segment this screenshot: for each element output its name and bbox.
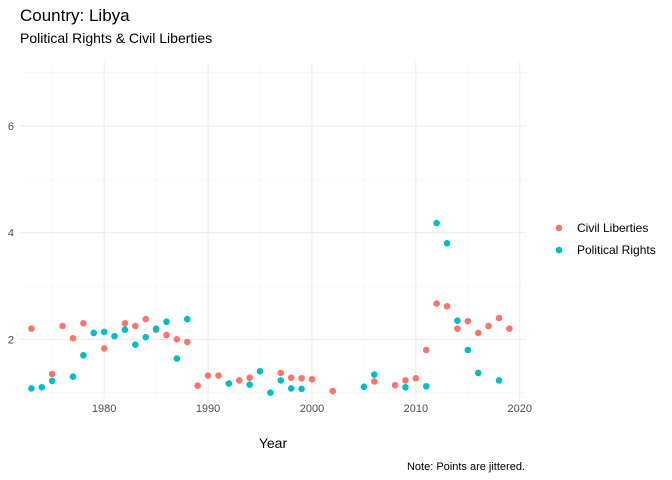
point-political-rights [256, 368, 264, 375]
point-political-rights [371, 371, 378, 378]
point-political-rights [132, 341, 139, 348]
point-civil-liberties [298, 374, 305, 382]
chart-title: Country: Libya [20, 6, 130, 25]
point-political-rights [495, 377, 503, 384]
legend-label: Political Rights [577, 243, 656, 257]
point-civil-liberties [246, 374, 253, 382]
x-tick-label: 2020 [508, 403, 532, 415]
legend-key-political-rights [555, 246, 563, 254]
chart-subtitle: Political Rights & Civil Liberties [20, 30, 212, 46]
point-political-rights [80, 352, 87, 359]
point-civil-liberties [287, 374, 295, 382]
point-political-rights [163, 318, 170, 326]
point-political-rights [454, 317, 461, 324]
point-civil-liberties [204, 372, 212, 379]
point-political-rights [402, 384, 409, 391]
point-civil-liberties [371, 378, 378, 385]
point-political-rights [121, 326, 129, 334]
point-civil-liberties [485, 322, 492, 330]
point-civil-liberties [59, 322, 66, 330]
point-civil-liberties [474, 329, 482, 337]
point-political-rights [69, 373, 77, 380]
point-political-rights [173, 355, 181, 362]
point-political-rights [28, 385, 35, 392]
point-political-rights [267, 389, 274, 396]
point-political-rights [298, 385, 305, 393]
point-civil-liberties [173, 336, 181, 343]
point-civil-liberties [48, 370, 56, 378]
y-tick-label: 6 [8, 121, 14, 133]
point-political-rights [422, 382, 430, 390]
point-civil-liberties [28, 325, 35, 332]
point-political-rights [111, 332, 118, 340]
point-political-rights [38, 384, 46, 391]
chart-caption: Note: Points are jittered. [407, 461, 525, 473]
point-civil-liberties [391, 381, 399, 389]
x-tick-label: 1990 [196, 403, 220, 415]
point-civil-liberties [183, 338, 191, 346]
x-tick-label: 2010 [404, 403, 428, 415]
point-civil-liberties [454, 325, 461, 332]
point-political-rights [474, 369, 482, 377]
point-political-rights [152, 325, 160, 332]
y-tick-label: 2 [8, 334, 14, 346]
point-civil-liberties [194, 382, 201, 390]
point-civil-liberties [215, 372, 222, 379]
point-civil-liberties [69, 334, 77, 342]
point-civil-liberties [80, 320, 87, 327]
x-tick-label: 2000 [300, 403, 324, 415]
point-political-rights [246, 381, 253, 388]
legend-key-civil-liberties [555, 224, 563, 232]
point-political-rights [433, 219, 440, 227]
legend: Civil Liberties Political Rights [555, 221, 656, 257]
point-political-rights [90, 329, 98, 337]
point-civil-liberties [329, 387, 337, 395]
point-political-rights [287, 385, 295, 392]
point-political-rights [360, 383, 368, 391]
y-tick-label: 4 [8, 228, 14, 240]
plot-panel: 1980 1990 2000 2010 2020 2 4 6 [8, 62, 532, 415]
point-civil-liberties [163, 331, 170, 339]
point-political-rights [443, 240, 451, 247]
point-political-rights [48, 377, 56, 385]
point-civil-liberties [121, 320, 129, 327]
point-civil-liberties [443, 302, 451, 310]
point-civil-liberties [495, 314, 503, 322]
point-civil-liberties [422, 346, 430, 354]
point-civil-liberties [402, 377, 409, 384]
point-political-rights [142, 333, 150, 341]
point-civil-liberties [142, 315, 150, 323]
point-civil-liberties [412, 374, 420, 382]
point-political-rights [183, 315, 191, 323]
point-civil-liberties [464, 317, 472, 325]
point-civil-liberties [433, 300, 440, 307]
legend-label: Civil Liberties [577, 221, 648, 235]
point-civil-liberties [277, 369, 285, 377]
point-political-rights [464, 346, 472, 354]
point-civil-liberties [235, 377, 243, 384]
x-tick-label: 1980 [92, 403, 116, 415]
point-civil-liberties [506, 325, 513, 332]
x-axis-label: Year [259, 435, 288, 451]
point-civil-liberties [308, 376, 316, 383]
point-political-rights [225, 380, 233, 387]
point-political-rights [100, 328, 108, 336]
point-political-rights [277, 377, 285, 384]
point-civil-liberties [100, 345, 108, 352]
point-civil-liberties [132, 322, 139, 330]
